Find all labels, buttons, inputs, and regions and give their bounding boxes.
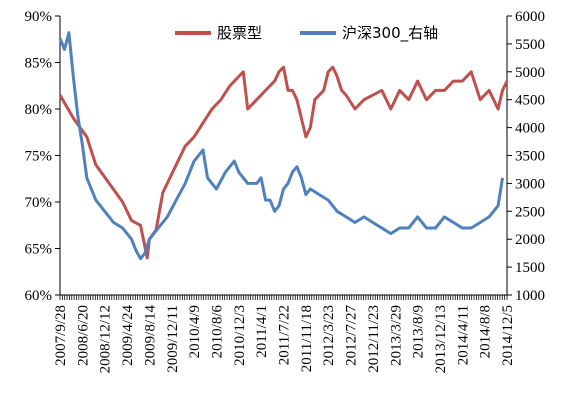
y-right-tick-label: 5500 xyxy=(515,37,545,53)
x-tick-label: 2012/7/27 xyxy=(344,305,360,366)
x-tick-label: 2010/8/6 xyxy=(209,305,225,359)
x-tick-label: 2008/6/20 xyxy=(75,305,91,366)
x-tick-label: 2007/9/28 xyxy=(53,305,69,366)
x-tick-label: 2013/12/13 xyxy=(433,305,449,373)
x-tick-label: 2013/8/9 xyxy=(411,305,427,358)
legend-label-stock: 股票型 xyxy=(217,24,262,42)
x-tick-label: 2008/12/12 xyxy=(98,305,114,373)
x-tick-label: 2010/4/9 xyxy=(187,305,203,358)
y-left-tick-label: 85% xyxy=(25,56,53,72)
x-tick-label: 2011/11/18 xyxy=(299,305,315,372)
y-left-tick-label: 65% xyxy=(25,242,53,258)
y-right-tick-label: 3500 xyxy=(515,149,545,165)
x-tick-label: 2014/4/11 xyxy=(455,305,471,365)
y-left-tick-label: 70% xyxy=(25,195,53,211)
y-left-tick-label: 90% xyxy=(25,9,53,25)
y-right-tick-label: 6000 xyxy=(515,9,545,25)
y-right-tick-label: 4000 xyxy=(515,121,545,137)
x-tick-label: 2014/8/8 xyxy=(478,305,494,358)
x-tick-label: 2012/3/23 xyxy=(321,305,337,366)
x-tick-label: 2011/7/22 xyxy=(277,305,293,365)
y-left-tick-label: 80% xyxy=(25,102,53,118)
x-tick-label: 2011/4/1 xyxy=(254,305,270,358)
series-line-stock xyxy=(58,65,509,260)
y-right-tick-label: 3000 xyxy=(515,176,545,192)
x-tick-label: 2013/3/29 xyxy=(388,305,404,366)
y-right-tick-label: 1500 xyxy=(515,260,545,276)
series-line-hs300 xyxy=(58,31,504,261)
y-right-tick-label: 2000 xyxy=(515,232,545,248)
y-right-tick-label: 2500 xyxy=(515,204,545,220)
x-tick-label: 2009/12/11 xyxy=(165,305,181,373)
x-tick-label: 2014/12/5 xyxy=(500,305,516,366)
y-left-tick-label: 75% xyxy=(25,149,53,165)
y-right-tick-label: 1000 xyxy=(515,288,545,304)
x-tick-label: 2012/11/23 xyxy=(366,305,382,373)
x-tick-label: 2009/4/24 xyxy=(120,305,136,366)
x-tick-label: 2009/8/14 xyxy=(142,305,158,366)
y-left-tick-label: 60% xyxy=(25,288,53,304)
y-right-tick-label: 4500 xyxy=(515,93,545,109)
legend-label-hs300: 沪深300_右轴 xyxy=(342,24,438,43)
x-tick-label: 2010/12/3 xyxy=(232,305,248,366)
y-right-tick-label: 5000 xyxy=(515,65,545,81)
